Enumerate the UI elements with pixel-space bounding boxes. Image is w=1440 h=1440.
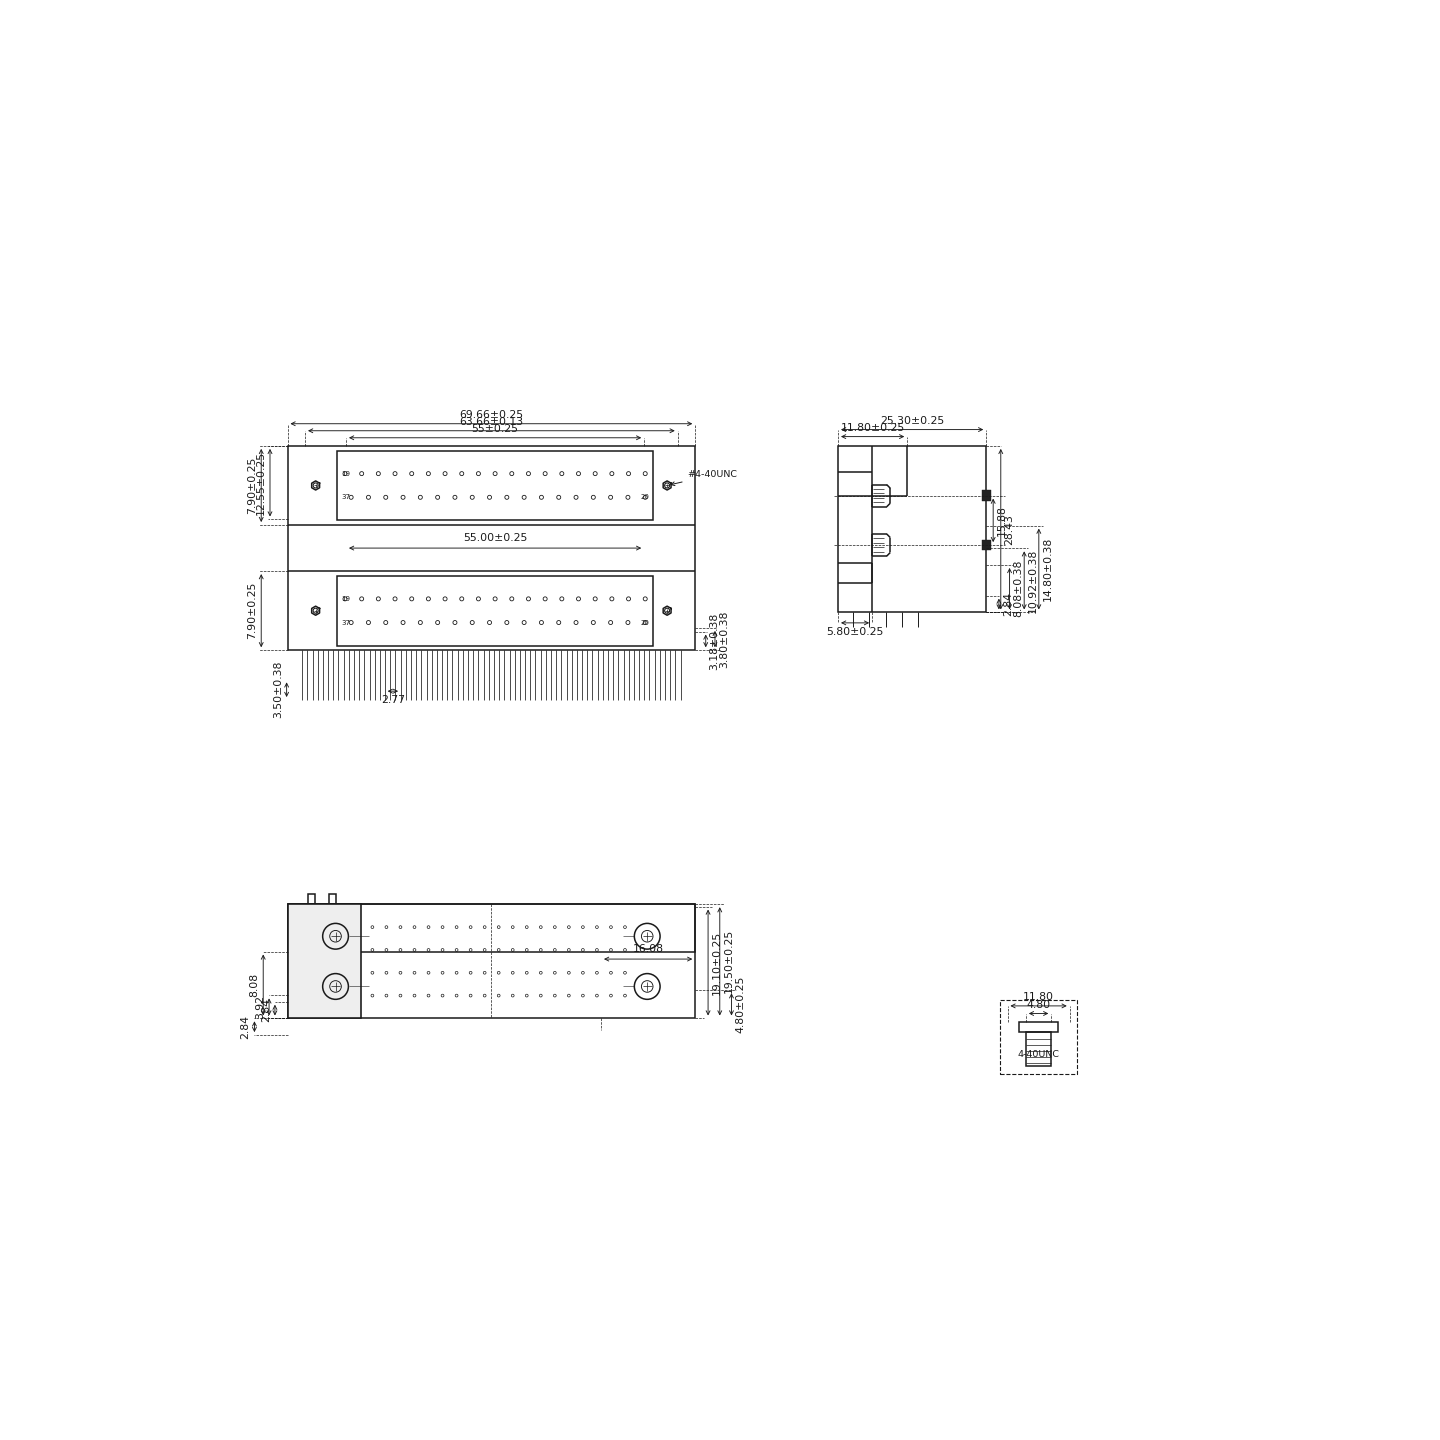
Bar (288, 904, 360, 1018)
Text: 19: 19 (341, 471, 350, 477)
Bar (288, 446, 696, 651)
Text: 10.92±0.38: 10.92±0.38 (1028, 549, 1038, 612)
Text: 11.80±0.25: 11.80±0.25 (841, 423, 904, 433)
Bar (328, 894, 336, 904)
Text: 3.50±0.38: 3.50±0.38 (272, 661, 282, 719)
Bar (838, 446, 986, 612)
Text: 11.80: 11.80 (1022, 992, 1054, 1002)
Text: 7.90±0.25: 7.90±0.25 (248, 456, 258, 514)
Text: 2.84: 2.84 (240, 1015, 251, 1038)
Text: 37: 37 (341, 494, 350, 500)
Bar (999, 1001, 1077, 1074)
Bar (1020, 1022, 1058, 1032)
Bar (337, 451, 652, 520)
Text: 28.43: 28.43 (1005, 514, 1015, 544)
Text: 19: 19 (341, 596, 350, 602)
Bar (288, 904, 696, 952)
Text: 19.50±0.25: 19.50±0.25 (724, 929, 733, 994)
Text: 8.08±0.38: 8.08±0.38 (1014, 560, 1024, 618)
Text: 7.90±0.25: 7.90±0.25 (248, 582, 258, 639)
Bar (288, 904, 360, 1018)
Bar (288, 904, 696, 1018)
Text: 55±0.25: 55±0.25 (472, 423, 518, 433)
Text: 12.55±0.25: 12.55±0.25 (256, 451, 266, 514)
Text: 20: 20 (641, 619, 649, 625)
Text: 69.66±0.25: 69.66±0.25 (459, 410, 523, 420)
Text: 3.18±0.38: 3.18±0.38 (710, 612, 720, 670)
Text: 25.30±0.25: 25.30±0.25 (880, 416, 945, 426)
Text: 4-40UNC: 4-40UNC (1018, 1050, 1060, 1058)
Text: 14.80±0.38: 14.80±0.38 (1043, 537, 1053, 600)
Text: 3.92: 3.92 (255, 995, 265, 1020)
Text: 15.88: 15.88 (996, 505, 1007, 536)
Text: 55.00±0.25: 55.00±0.25 (462, 533, 527, 543)
Text: 16.08: 16.08 (632, 945, 664, 955)
Bar (308, 894, 315, 904)
Bar (982, 491, 991, 501)
Bar (1025, 1032, 1051, 1066)
Text: 63.66±0.13: 63.66±0.13 (459, 418, 523, 426)
Bar (982, 540, 991, 550)
Text: 19.10±0.25: 19.10±0.25 (711, 930, 721, 995)
Text: 37: 37 (341, 619, 350, 625)
Text: 5.80±0.25: 5.80±0.25 (827, 626, 884, 636)
Text: 4.80±0.25: 4.80±0.25 (736, 976, 746, 1032)
Text: 20: 20 (641, 494, 649, 500)
Text: 8.08: 8.08 (249, 973, 259, 996)
Text: #4-40UNC: #4-40UNC (671, 471, 737, 485)
Text: 2.84: 2.84 (1002, 592, 1012, 616)
Text: 3.80±0.38: 3.80±0.38 (719, 611, 729, 668)
Text: 2.77: 2.77 (382, 696, 405, 706)
Text: 4.80: 4.80 (1027, 999, 1051, 1009)
Bar (337, 576, 652, 645)
Text: 2.84: 2.84 (261, 998, 271, 1022)
